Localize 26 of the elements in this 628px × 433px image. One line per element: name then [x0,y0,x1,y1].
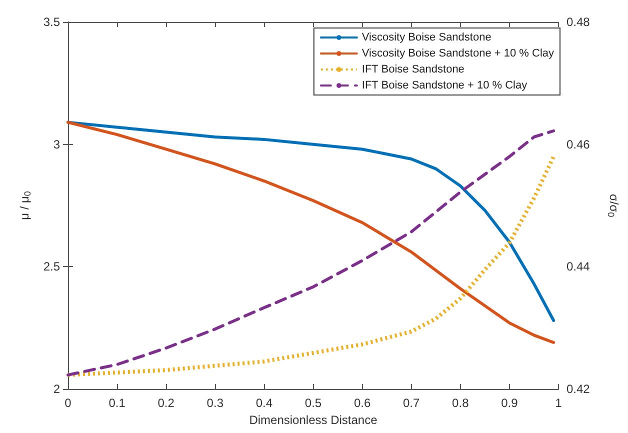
x-tick-label: 0.2 [158,396,175,410]
x-tick-label: 1 [555,396,562,410]
x-tick-label: 0.6 [354,396,371,410]
x-tick-label: 0.9 [501,396,518,410]
x-tick-label: 0.1 [108,396,126,410]
y-tick-label: 3.5 [43,15,60,29]
y2-tick-label: 0.48 [566,15,590,29]
x-tick-label: 0.7 [403,396,420,410]
legend-label: Viscosity Boise Sandstone [362,32,492,44]
x-tick-label: 0.4 [256,396,273,410]
y-tick-label: 3 [53,137,60,152]
x-tick-label: 0.3 [206,396,224,410]
y-tick-label: 2 [53,382,60,396]
x-axis-title: Dimensionless Distance [249,412,378,427]
legend-label: IFT Boise Sandstone + 10 % Clay [362,80,528,92]
y2-axis-title: σ/σ0 [606,194,621,218]
x-tick-label: 0.8 [452,396,470,410]
y2-tick-label: 0.42 [566,382,590,396]
legend-label: IFT Boise Sandstone [362,64,464,76]
x-tick-label: 0 [64,396,72,410]
y2-tick-label: 0.44 [566,260,590,274]
legend-label: Viscosity Boise Sandstone + 10 % Clay [362,48,554,60]
y-tick-label: 2.5 [43,260,60,274]
y-axis-title: μ / μ0 [18,191,32,220]
x-tick-label: 0.5 [304,396,322,410]
y2-tick-label: 0.46 [566,137,590,152]
